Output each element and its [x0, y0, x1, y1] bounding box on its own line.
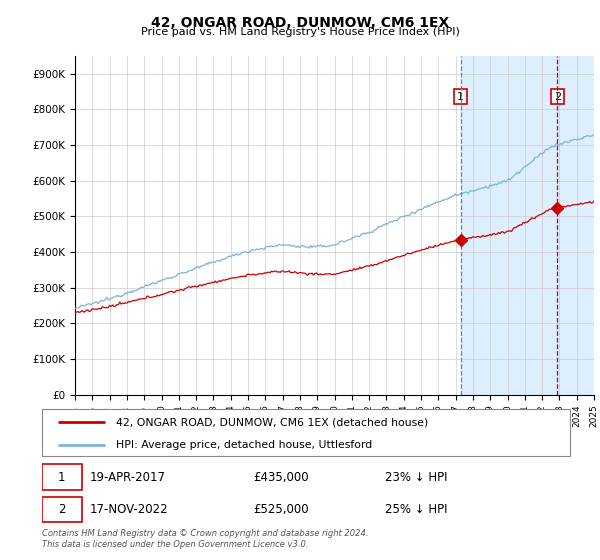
Text: 2: 2 [58, 503, 65, 516]
Text: 17-NOV-2022: 17-NOV-2022 [89, 503, 168, 516]
Text: £435,000: £435,000 [253, 471, 309, 484]
Text: £525,000: £525,000 [253, 503, 309, 516]
Text: HPI: Average price, detached house, Uttlesford: HPI: Average price, detached house, Uttl… [116, 440, 372, 450]
FancyBboxPatch shape [42, 409, 570, 456]
Text: 1: 1 [58, 471, 65, 484]
Bar [461, 56, 594, 395]
Text: 23% ↓ HPI: 23% ↓ HPI [385, 471, 448, 484]
Text: 25% ↓ HPI: 25% ↓ HPI [385, 503, 448, 516]
Text: 2: 2 [554, 92, 561, 102]
Text: 1: 1 [457, 92, 464, 102]
Text: 42, ONGAR ROAD, DUNMOW, CM6 1EX: 42, ONGAR ROAD, DUNMOW, CM6 1EX [151, 16, 449, 30]
Text: Contains HM Land Registry data © Crown copyright and database right 2024.
This d: Contains HM Land Registry data © Crown c… [42, 529, 368, 549]
Text: Price paid vs. HM Land Registry's House Price Index (HPI): Price paid vs. HM Land Registry's House … [140, 27, 460, 37]
Text: 19-APR-2017: 19-APR-2017 [89, 471, 166, 484]
Text: 42, ONGAR ROAD, DUNMOW, CM6 1EX (detached house): 42, ONGAR ROAD, DUNMOW, CM6 1EX (detache… [116, 417, 428, 427]
FancyBboxPatch shape [42, 464, 82, 490]
FancyBboxPatch shape [42, 497, 82, 522]
